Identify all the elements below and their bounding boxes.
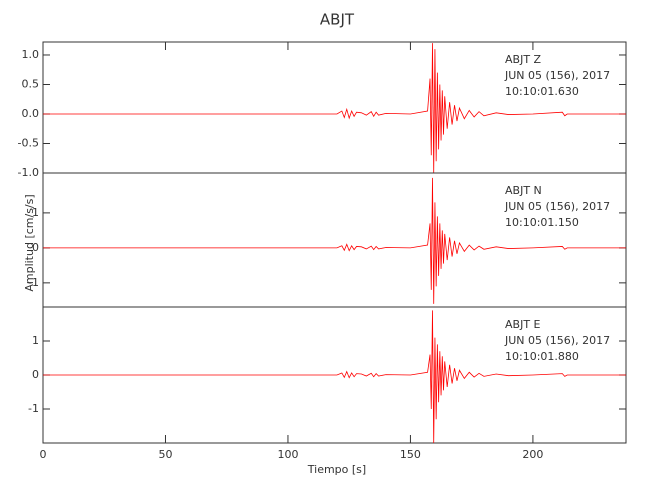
y-tick-label: -1 xyxy=(28,402,39,415)
x-axis-label: Tiempo [s] xyxy=(307,463,366,476)
y-tick-label: 1 xyxy=(32,206,39,219)
annotation: JUN 05 (156), 2017 xyxy=(504,200,610,213)
annotation: 10:10:01.880 xyxy=(505,350,579,363)
annotation: JUN 05 (156), 2017 xyxy=(504,69,610,82)
x-tick-label: 50 xyxy=(158,448,172,461)
y-tick-label: -0.5 xyxy=(18,136,39,149)
annotation: 10:10:01.150 xyxy=(505,216,579,229)
y-axis-label: Amplitud [cm/s/s] xyxy=(23,194,36,291)
y-tick-label: -1 xyxy=(28,276,39,289)
annotation: ABJT N xyxy=(505,184,542,197)
x-tick-label: 100 xyxy=(277,448,298,461)
annotation: 10:10:01.630 xyxy=(505,85,579,98)
y-tick-label: 0 xyxy=(32,241,39,254)
x-tick-label: 150 xyxy=(400,448,421,461)
trace xyxy=(43,43,626,174)
x-tick-label: 0 xyxy=(40,448,47,461)
x-tick-label: 200 xyxy=(522,448,543,461)
y-tick-label: 0.5 xyxy=(22,77,40,90)
annotation: ABJT E xyxy=(505,318,541,331)
annotation: ABJT Z xyxy=(505,53,542,66)
y-tick-label: 1.0 xyxy=(22,48,40,61)
y-tick-label: -1.0 xyxy=(18,166,39,179)
y-tick-label: 0.0 xyxy=(22,107,40,120)
y-tick-label: 0 xyxy=(32,368,39,381)
annotation: JUN 05 (156), 2017 xyxy=(504,334,610,347)
chart-title: ABJT xyxy=(320,11,355,29)
trace xyxy=(43,310,626,444)
trace xyxy=(43,177,626,304)
y-tick-label: 1 xyxy=(32,334,39,347)
